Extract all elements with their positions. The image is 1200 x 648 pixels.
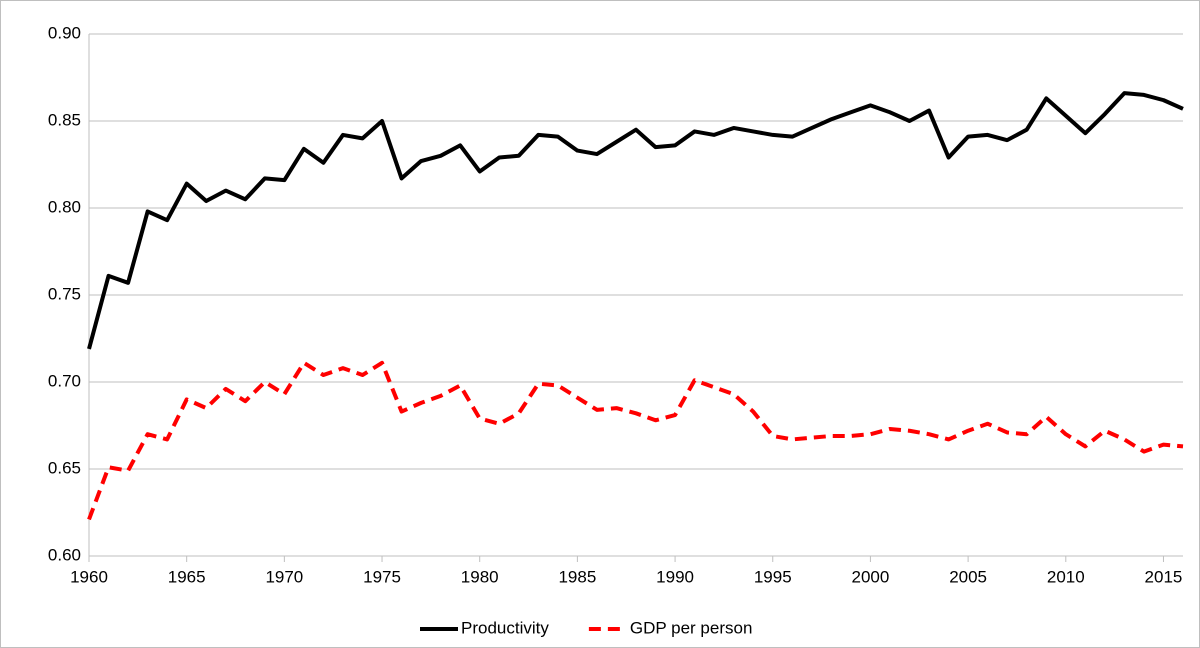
y-tick-label: 0.70 <box>48 371 81 390</box>
legend-label: GDP per person <box>630 618 753 637</box>
y-tick-label: 0.75 <box>48 284 81 303</box>
y-tick-label: 0.85 <box>48 110 81 129</box>
x-tick-label: 1980 <box>461 567 499 586</box>
x-tick-label: 2000 <box>852 567 890 586</box>
x-tick-label: 1960 <box>70 567 108 586</box>
x-tick-label: 2010 <box>1047 567 1085 586</box>
series-line <box>87 360 1184 521</box>
y-tick-label: 0.80 <box>48 197 81 216</box>
x-tick-label: 2015 <box>1145 567 1183 586</box>
legend-label: Productivity <box>461 618 549 637</box>
x-tick-label: 1965 <box>168 567 206 586</box>
x-tick-label: 1985 <box>558 567 596 586</box>
x-tick-label: 1970 <box>265 567 303 586</box>
x-tick-label: 1975 <box>363 567 401 586</box>
y-tick-label: 0.60 <box>48 545 81 564</box>
x-tick-label: 1990 <box>656 567 694 586</box>
y-tick-label: 0.90 <box>48 23 81 42</box>
series-line <box>87 91 1184 350</box>
y-tick-label: 0.65 <box>48 458 81 477</box>
x-tick-label: 1995 <box>754 567 792 586</box>
x-tick-label: 2005 <box>949 567 987 586</box>
